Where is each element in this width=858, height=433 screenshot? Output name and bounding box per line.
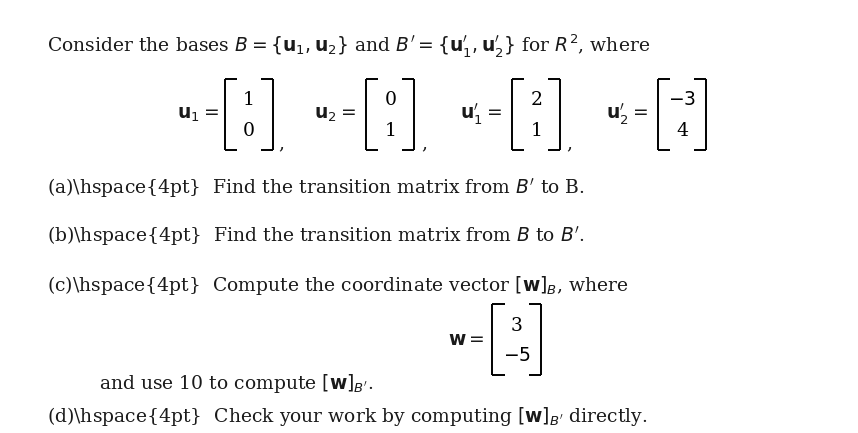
Text: (c)\hspace{4pt}  Compute the coordinate vector $[\mathbf{w}]_B$, where: (c)\hspace{4pt} Compute the coordinate v… bbox=[47, 274, 629, 297]
Text: $\mathbf{u}^{\prime}_1 =$: $\mathbf{u}^{\prime}_1 =$ bbox=[460, 102, 502, 127]
Text: 1: 1 bbox=[243, 91, 255, 110]
Text: 4: 4 bbox=[676, 122, 688, 140]
Text: 2: 2 bbox=[530, 91, 542, 110]
Text: ,: , bbox=[567, 134, 572, 152]
Text: $-3$: $-3$ bbox=[668, 91, 696, 110]
Text: $\mathbf{u}^{\prime}_2 =$: $\mathbf{u}^{\prime}_2 =$ bbox=[606, 102, 648, 127]
Text: 1: 1 bbox=[530, 122, 542, 140]
Text: 3: 3 bbox=[511, 317, 523, 335]
Text: Consider the bases $B = \{\mathbf{u}_1, \mathbf{u}_2\}$ and $B^{\prime} = \{\mat: Consider the bases $B = \{\mathbf{u}_1, … bbox=[47, 32, 650, 59]
Text: $\mathbf{u}_1 =$: $\mathbf{u}_1 =$ bbox=[177, 106, 219, 124]
Text: (b)\hspace{4pt}  Find the transition matrix from $B$ to $B^{\prime}$.: (b)\hspace{4pt} Find the transition matr… bbox=[47, 224, 585, 248]
Text: and use 10 to compute $[\mathbf{w}]_{B^{\prime}}$.: and use 10 to compute $[\mathbf{w}]_{B^{… bbox=[99, 372, 373, 395]
Text: $-5$: $-5$ bbox=[503, 347, 530, 365]
Text: (d)\hspace{4pt}  Check your work by computing $[\mathbf{w}]_{B^{\prime}}$ direct: (d)\hspace{4pt} Check your work by compu… bbox=[47, 405, 648, 428]
Text: ,: , bbox=[421, 134, 426, 152]
Text: (a)\hspace{4pt}  Find the transition matrix from $B^{\prime}$ to B.: (a)\hspace{4pt} Find the transition matr… bbox=[47, 176, 585, 200]
Text: $\mathbf{w} =$: $\mathbf{w} =$ bbox=[448, 331, 485, 349]
Text: $\mathbf{u}_2 =$: $\mathbf{u}_2 =$ bbox=[314, 106, 356, 124]
Text: 1: 1 bbox=[384, 122, 396, 140]
Text: 0: 0 bbox=[243, 122, 255, 140]
Text: 0: 0 bbox=[384, 91, 396, 110]
Text: ,: , bbox=[279, 134, 284, 152]
